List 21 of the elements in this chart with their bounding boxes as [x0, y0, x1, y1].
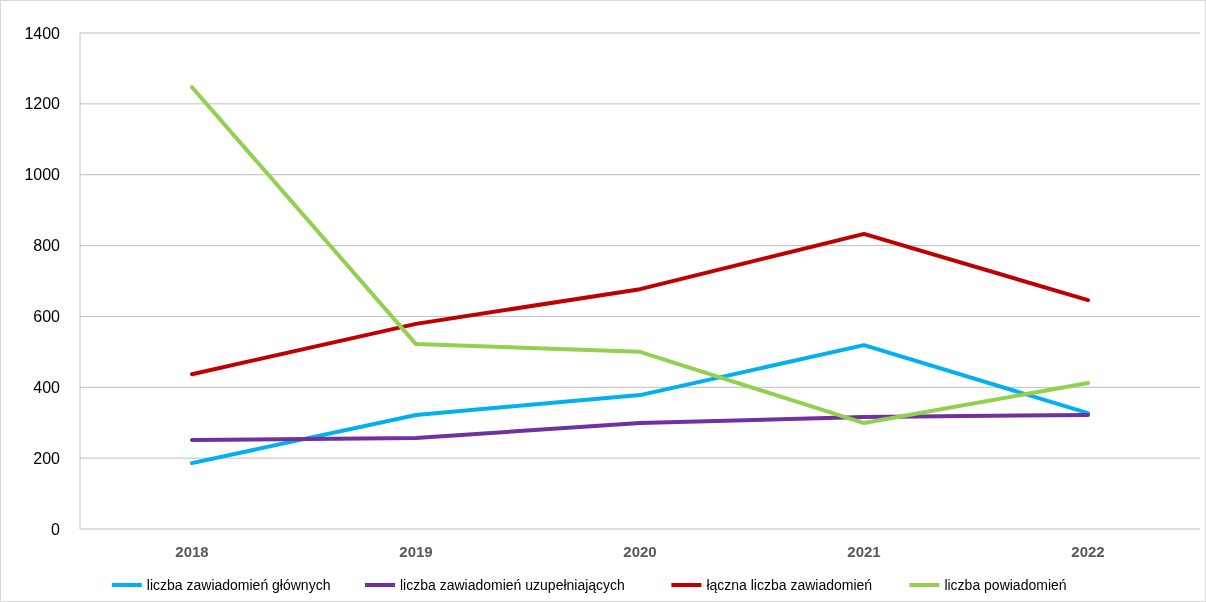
y-tick-label: 600: [33, 308, 61, 326]
y-tick-label: 0: [51, 520, 61, 538]
legend-label: liczba zawiadomień głównych: [146, 576, 331, 593]
line-series: [190, 412, 1090, 443]
y-tick-label: 400: [33, 378, 61, 396]
line-series: [190, 343, 1090, 466]
legend-label: liczba powiadomień: [944, 576, 1067, 593]
x-tick-label: 2018: [175, 543, 209, 560]
legend-label: liczba zawiadomień uzupełniających: [400, 576, 625, 593]
y-tick-label: 1000: [24, 166, 61, 184]
line-series: [190, 85, 1090, 426]
y-tick-label: 200: [33, 449, 61, 467]
y-tick-label: 1400: [24, 24, 61, 42]
y-tick-label: 1200: [24, 95, 61, 113]
x-tick-label: 2019: [399, 543, 433, 560]
x-tick-label: 2022: [1071, 543, 1105, 560]
line-series: [190, 231, 1090, 377]
x-tick-label: 2020: [623, 543, 657, 560]
y-tick-label: 800: [33, 237, 61, 255]
x-tick-label: 2021: [847, 543, 881, 560]
legend-label: łączna liczba zawiadomień: [706, 576, 873, 593]
